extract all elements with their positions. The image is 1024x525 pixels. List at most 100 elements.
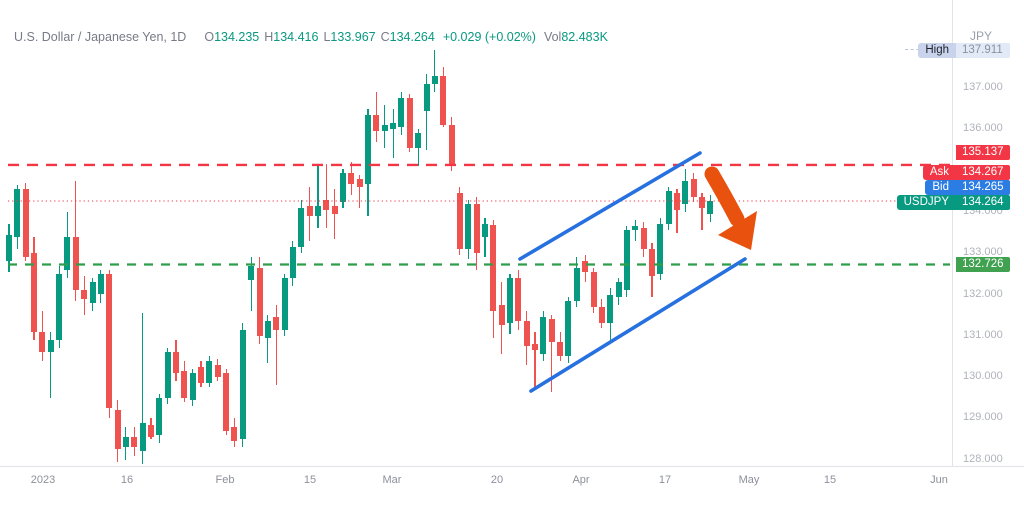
candle (323, 199, 330, 210)
candle (623, 230, 630, 291)
candle (648, 249, 655, 276)
candle (598, 306, 605, 324)
price-tick-label: 128.000 (963, 452, 1003, 465)
price-tick-label: 133.000 (963, 246, 1003, 259)
candle-wick (634, 220, 636, 241)
candle (390, 123, 397, 130)
candle (273, 317, 280, 330)
candle-wick (325, 164, 327, 229)
candle (415, 133, 422, 148)
candle (289, 247, 296, 278)
candle (657, 224, 664, 274)
candle (431, 75, 438, 84)
candle-wick (701, 193, 703, 231)
candle (607, 294, 614, 324)
candle-wick (142, 313, 144, 464)
candle (465, 203, 472, 250)
candle (632, 226, 639, 231)
time-axis[interactable]: 2023 16 Feb 15 Mar 20 Apr 17 May 15 Jun (0, 466, 1024, 525)
candle (147, 424, 154, 437)
price-pane[interactable] (0, 0, 952, 466)
candle (498, 304, 505, 326)
last-price-value: 134.264 (956, 195, 1010, 210)
open-quote: O134.235 (204, 30, 260, 44)
time-tick-label: 2023 (30, 474, 56, 486)
candle (523, 321, 530, 347)
down-arrow-head[interactable] (718, 211, 757, 250)
candle (406, 98, 413, 148)
ask-value: 134.267 (956, 165, 1010, 180)
candle (89, 282, 96, 303)
candle (381, 125, 388, 132)
candle (22, 189, 29, 258)
candle (548, 319, 555, 342)
time-tick-label: May (738, 474, 760, 486)
candle (640, 228, 647, 250)
candle-wick (534, 331, 536, 390)
candle (507, 277, 513, 324)
candle (348, 172, 355, 185)
candle (690, 178, 697, 198)
candle (590, 271, 597, 307)
symbol-title[interactable]: U.S. Dollar / Japanese Yen, 1D (14, 30, 187, 44)
candle-wick (484, 218, 486, 258)
price-tick-label: 132.000 (963, 287, 1003, 300)
candle (223, 372, 230, 431)
candle (72, 236, 79, 291)
time-tick-label: 17 (658, 474, 672, 486)
candle-wick (50, 331, 52, 398)
candle (39, 331, 46, 353)
candle-wick (551, 315, 553, 392)
change-value: +0.029 (+0.02%) (442, 30, 536, 44)
candle-wick (392, 108, 394, 159)
candle (306, 205, 313, 217)
candle (181, 370, 188, 398)
candle (122, 436, 129, 448)
candle (665, 191, 672, 225)
candle (582, 261, 589, 272)
high-label: High (918, 43, 956, 58)
bid-value: 134.265 (956, 180, 1010, 195)
channel-lower-trend-line[interactable] (529, 257, 747, 393)
candle (314, 205, 321, 217)
channel-upper-trend-line[interactable] (518, 151, 702, 261)
price-axis[interactable]: 137.000 136.000 134.000 133.000 132.000 131.0… (952, 0, 1024, 466)
price-tick-label: 131.000 (963, 328, 1003, 341)
candle (81, 290, 88, 299)
candle (699, 197, 706, 208)
down-arrow-shaft[interactable] (704, 166, 745, 227)
currency-label: JPY (970, 29, 993, 43)
candle (707, 200, 714, 214)
candle (682, 180, 689, 204)
time-tick-label: 20 (490, 474, 504, 486)
candle (340, 172, 346, 202)
ask-label: Ask (922, 165, 956, 180)
candle (31, 253, 38, 332)
candle (239, 329, 246, 440)
candle-wick (250, 257, 252, 312)
price-tick-label: 130.000 (963, 370, 1003, 383)
candle-wick (317, 166, 319, 229)
low-quote: L133.967 (323, 30, 376, 44)
candle (264, 321, 271, 338)
symbol-price-label: USDJPY (896, 195, 956, 210)
candle-wick (275, 304, 277, 386)
price-tick-label: 137.000 (963, 81, 1003, 93)
bid-label: Bid (925, 180, 956, 195)
high-quote: H134.416 (264, 30, 319, 44)
candle (674, 193, 680, 210)
drawings-layer (8, 151, 950, 393)
time-tick-label: Feb (215, 474, 235, 486)
time-tick-label: Jun (930, 474, 948, 486)
candle (515, 277, 522, 322)
candle (173, 352, 179, 373)
alert-price-value: 135.137 (956, 145, 1010, 160)
volume-quote: Vol82.483K (543, 30, 608, 44)
candle (481, 224, 488, 237)
candle (114, 410, 121, 450)
time-tick-label: Apr (572, 474, 590, 486)
candle (373, 114, 380, 132)
candle (231, 426, 238, 442)
candle (14, 189, 21, 237)
